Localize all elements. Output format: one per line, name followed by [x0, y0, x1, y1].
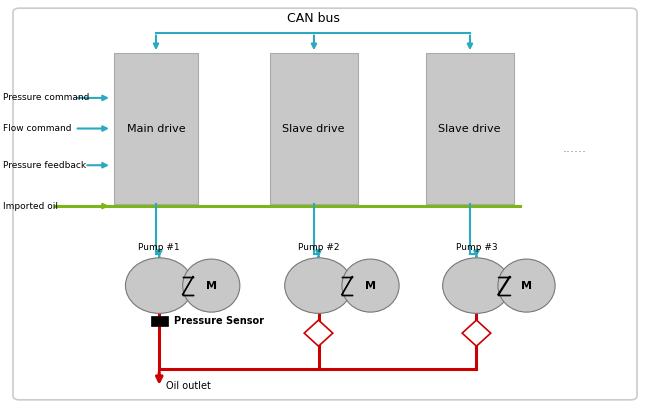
FancyBboxPatch shape	[151, 316, 168, 326]
Polygon shape	[462, 320, 491, 346]
Text: Main drive: Main drive	[127, 124, 185, 133]
Ellipse shape	[125, 258, 193, 313]
Text: Imported oil: Imported oil	[3, 202, 58, 211]
Text: M: M	[206, 281, 216, 290]
Text: CAN bus: CAN bus	[287, 12, 339, 25]
Ellipse shape	[183, 259, 240, 312]
Ellipse shape	[285, 258, 352, 313]
Text: Oil outlet: Oil outlet	[166, 381, 211, 390]
FancyBboxPatch shape	[270, 53, 358, 204]
FancyBboxPatch shape	[114, 53, 198, 204]
Ellipse shape	[498, 259, 555, 312]
Text: Flow command: Flow command	[3, 124, 72, 133]
Text: Slave drive: Slave drive	[282, 124, 345, 133]
Ellipse shape	[443, 258, 510, 313]
Polygon shape	[304, 320, 333, 346]
Text: Pressure feedback: Pressure feedback	[3, 161, 86, 170]
Text: Pump #3: Pump #3	[456, 243, 497, 252]
Text: ......: ......	[562, 142, 586, 155]
FancyBboxPatch shape	[13, 8, 637, 400]
Ellipse shape	[342, 259, 399, 312]
Text: Pump #2: Pump #2	[298, 243, 339, 252]
Text: Pressure Sensor: Pressure Sensor	[174, 316, 263, 326]
Text: M: M	[521, 281, 532, 290]
Text: Slave drive: Slave drive	[438, 124, 501, 133]
Text: Pressure command: Pressure command	[3, 93, 90, 102]
Text: Pump #1: Pump #1	[138, 243, 180, 252]
FancyBboxPatch shape	[426, 53, 514, 204]
Text: M: M	[365, 281, 376, 290]
